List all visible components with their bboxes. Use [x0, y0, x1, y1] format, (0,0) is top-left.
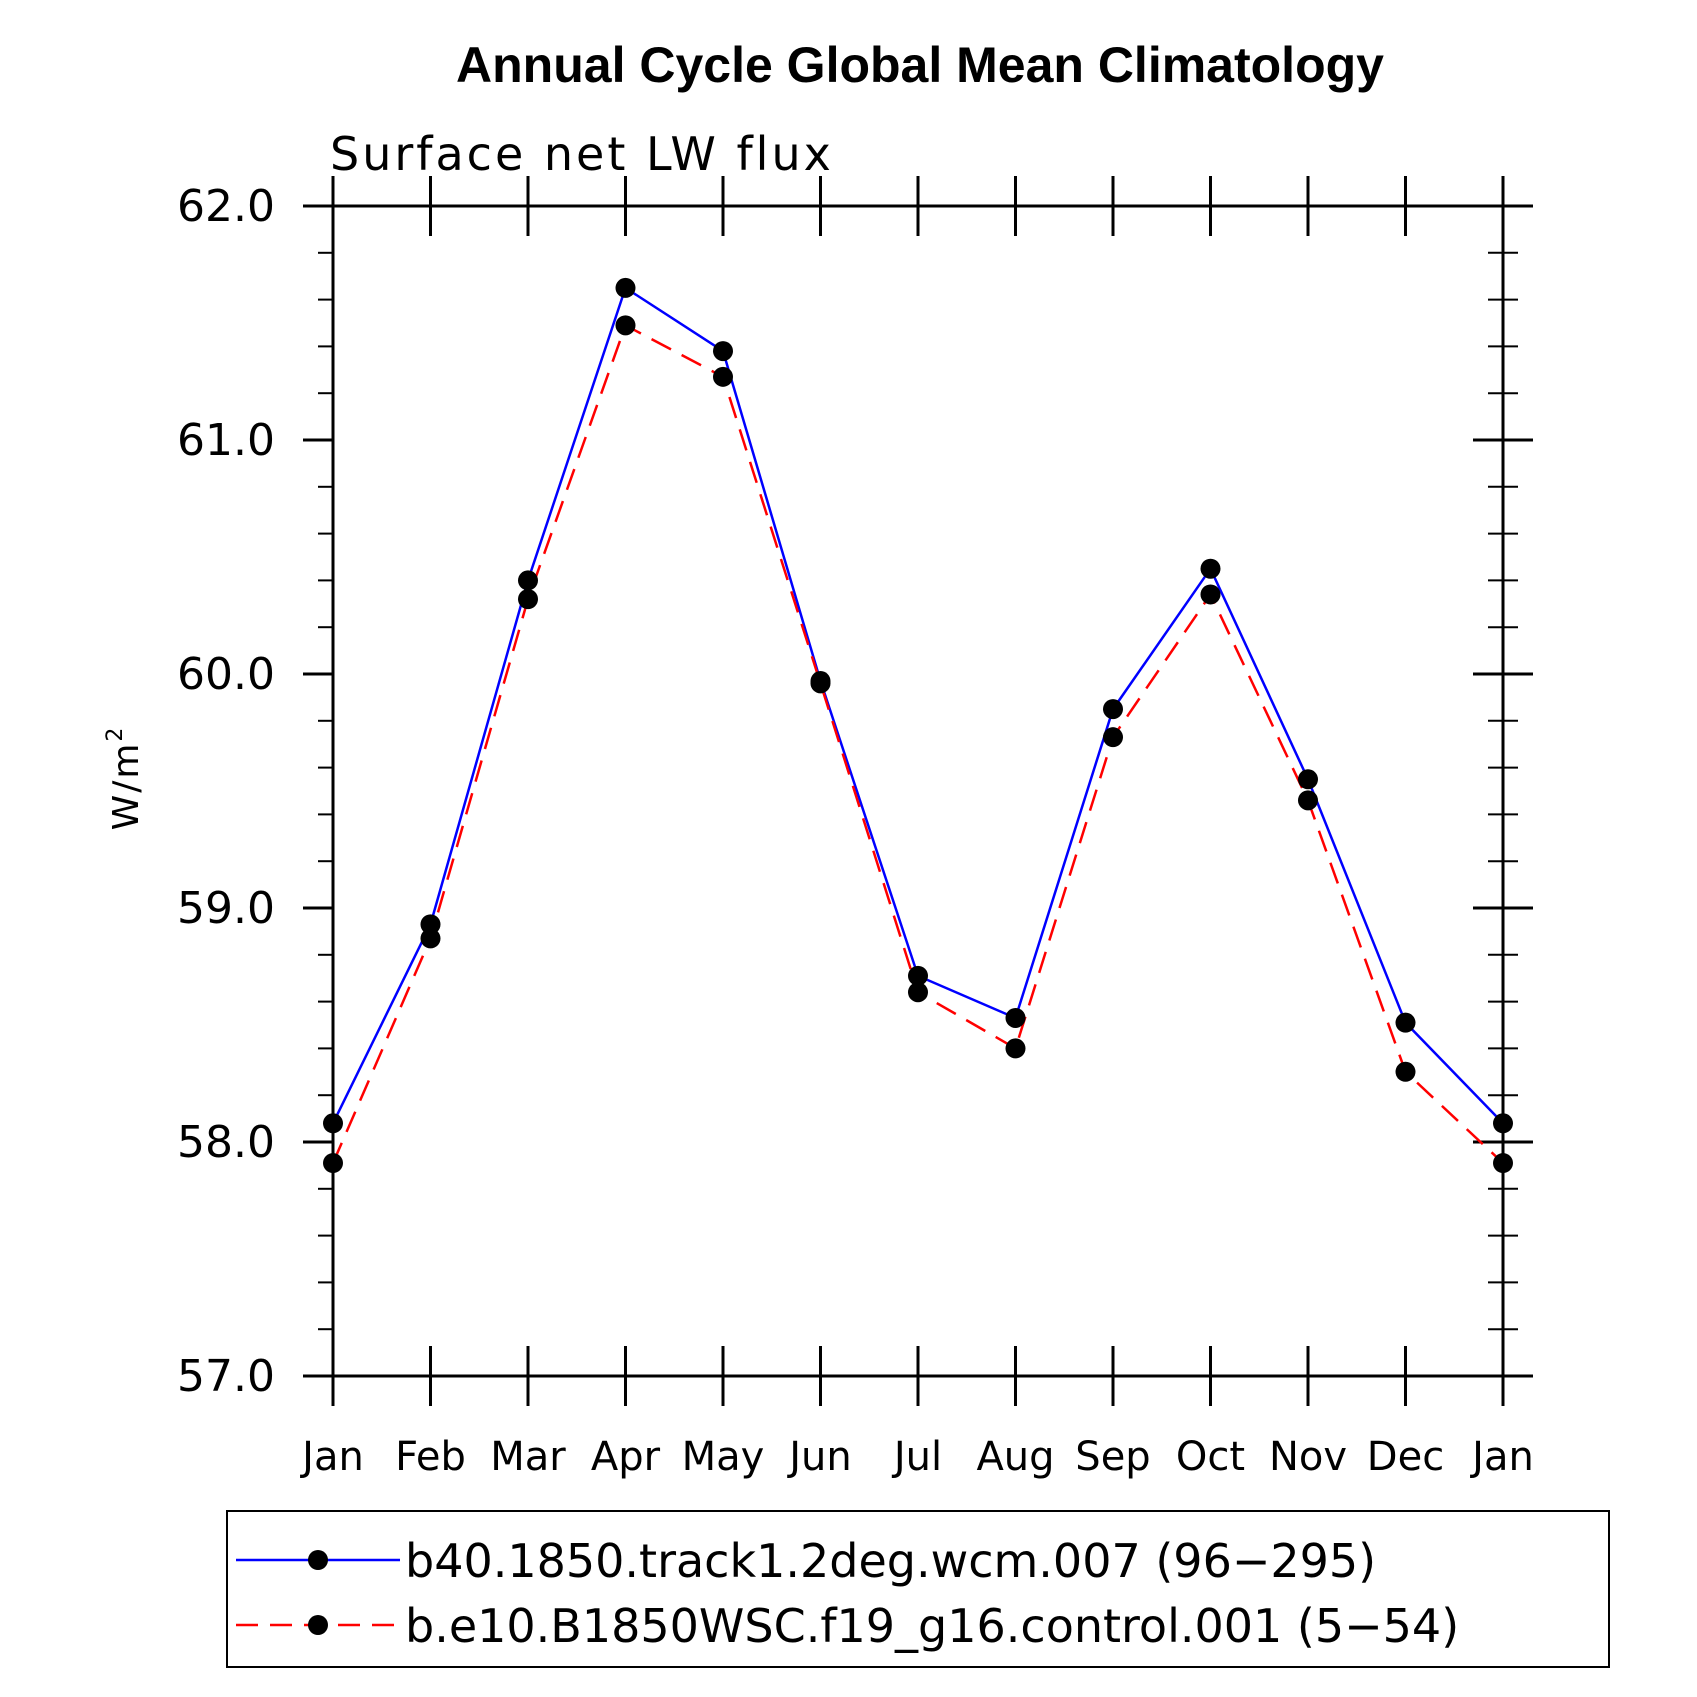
series-1-point: [1103, 699, 1123, 720]
series-1-point: [1298, 769, 1318, 790]
x-tick-label: Jun: [786, 1434, 852, 1480]
series-1-point: [1200, 558, 1221, 579]
series-1-point: [908, 965, 928, 986]
series-1-point: [1395, 1012, 1416, 1033]
x-tick-label: Dec: [1367, 1434, 1444, 1480]
x-tick-label: Oct: [1176, 1434, 1245, 1480]
series-2-point: [323, 1153, 343, 1174]
plot-frame: [331, 204, 1505, 1378]
series-1-point: [323, 1113, 343, 1134]
y-axis: 57.0 58.0 59.0 60.0 61.0 62.0: [177, 181, 1533, 1402]
x-tick-label: Jul: [891, 1434, 942, 1480]
series-1-point: [713, 341, 733, 362]
series-1-point: [1005, 1007, 1026, 1028]
x-tick-label: Aug: [976, 1434, 1054, 1480]
series-2-point: [615, 315, 636, 336]
x-tick-label: Apr: [591, 1434, 661, 1480]
x-tick-label: Sep: [1075, 1434, 1150, 1480]
x-tick-label: Jan: [1469, 1434, 1534, 1480]
y-tick-label: 59.0: [177, 883, 275, 934]
y-tick-label: 58.0: [177, 1117, 275, 1168]
legend-marker-2: [308, 1615, 328, 1635]
series-2-point: [420, 928, 441, 949]
x-tick-label: Mar: [490, 1434, 566, 1480]
series-2-point: [713, 366, 733, 387]
series-2-point: [908, 982, 928, 1003]
legend-label-1: b40.1850.track1.2deg.wcm.007 (96−295): [405, 1534, 1376, 1588]
series-1-point: [615, 277, 636, 298]
y-tick-label: 57.0: [177, 1351, 275, 1402]
series-1-point: [420, 914, 441, 935]
series-1-point: [518, 570, 538, 591]
legend-marker-1: [308, 1550, 328, 1570]
x-axis: Jan Feb Mar Apr May Jun Jul Aug Sep Oct Nov Dec Jan: [299, 176, 1534, 1480]
x-tick-label: Jan: [299, 1434, 364, 1480]
y-tick-label: 60.0: [177, 649, 275, 700]
y-tick-label: 62.0: [177, 181, 275, 232]
y-axis-label: W/m2: [103, 726, 147, 831]
y-axis-label-base: W/m: [106, 742, 147, 831]
series-1-point: [1493, 1113, 1513, 1134]
series-2-point: [1493, 1153, 1513, 1174]
series-2-point: [1103, 727, 1123, 748]
chart-title: Annual Cycle Global Mean Climatology: [456, 37, 1384, 93]
y-tick-label: 61.0: [177, 415, 275, 466]
legend-box: [226, 1510, 1610, 1668]
series-2-point: [1298, 790, 1318, 811]
x-tick-label: Nov: [1269, 1434, 1347, 1480]
legend: b40.1850.track1.2deg.wcm.007 (96−295) b.e…: [226, 1510, 1610, 1668]
y-axis-label-superscript: 2: [103, 726, 128, 742]
chart-subtitle: Surface net LW flux: [330, 127, 834, 181]
legend-label-2: b.e10.B1850WSC.f19_g16.control.001 (5−54…: [405, 1599, 1459, 1653]
series-2-point: [1395, 1061, 1416, 1082]
series-line-2: [331, 323, 1504, 1164]
series-layer: [323, 277, 1513, 1174]
x-tick-label: May: [682, 1434, 765, 1480]
series-2-point: [1005, 1038, 1026, 1059]
series-2-point: [518, 589, 538, 610]
series-2-point: [1200, 584, 1221, 605]
x-tick-label: Feb: [395, 1434, 466, 1480]
legend-items: b40.1850.track1.2deg.wcm.007 (96−295) b.e…: [236, 1534, 1459, 1653]
series-2-point: [810, 673, 831, 694]
